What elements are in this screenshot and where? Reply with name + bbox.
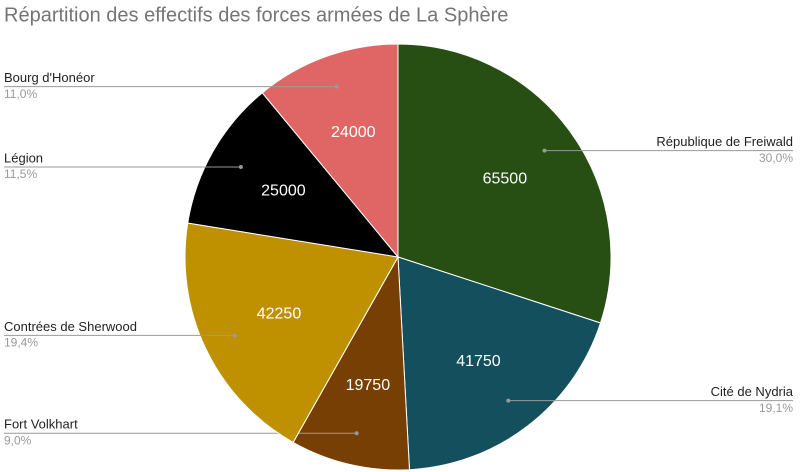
slice-label: Contrées de Sherwood bbox=[4, 319, 137, 334]
percent-label: 19,4% bbox=[4, 336, 38, 350]
value-label: 24000 bbox=[331, 124, 376, 141]
slice-label: République de Freiwald bbox=[656, 134, 793, 149]
percent-label: 11,0% bbox=[4, 87, 37, 101]
slice-label: Bourg d'Honéor bbox=[4, 70, 95, 85]
percent-label: 30,0% bbox=[759, 151, 793, 165]
value-label: 19750 bbox=[346, 377, 391, 394]
value-label: 42250 bbox=[257, 305, 302, 322]
pie-slice bbox=[184, 222, 399, 444]
leader-dot bbox=[354, 431, 359, 436]
leader-dot bbox=[232, 333, 237, 338]
pie-slice bbox=[187, 92, 400, 258]
leader-dot bbox=[506, 398, 511, 403]
value-label: 25000 bbox=[261, 183, 306, 200]
pie-slice bbox=[292, 255, 411, 471]
pie-slice bbox=[397, 256, 602, 471]
percent-label: 11,5% bbox=[4, 167, 37, 181]
pie-slice bbox=[397, 43, 612, 324]
slice-label: Légion bbox=[4, 150, 43, 165]
value-label: 41750 bbox=[456, 353, 501, 370]
slice-label: Fort Volkhart bbox=[4, 417, 78, 432]
percent-label: 9,0% bbox=[4, 433, 32, 447]
leader-dot bbox=[238, 165, 243, 170]
leader-dot bbox=[542, 148, 547, 153]
value-label: 65500 bbox=[483, 171, 528, 188]
leader-dot bbox=[334, 84, 339, 89]
slice-label: Cité de Nydria bbox=[711, 384, 794, 399]
chart-title: Répartition des effectifs des forces arm… bbox=[4, 4, 508, 26]
percent-label: 19,1% bbox=[759, 401, 793, 415]
